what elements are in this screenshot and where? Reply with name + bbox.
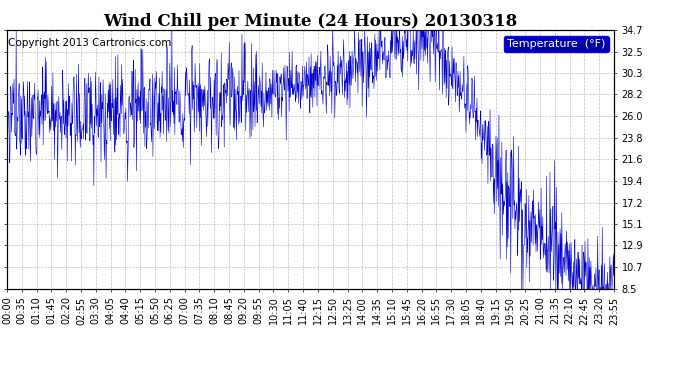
Text: Copyright 2013 Cartronics.com: Copyright 2013 Cartronics.com — [8, 38, 172, 48]
Legend: Temperature  (°F): Temperature (°F) — [504, 36, 609, 52]
Title: Wind Chill per Minute (24 Hours) 20130318: Wind Chill per Minute (24 Hours) 2013031… — [104, 13, 518, 30]
